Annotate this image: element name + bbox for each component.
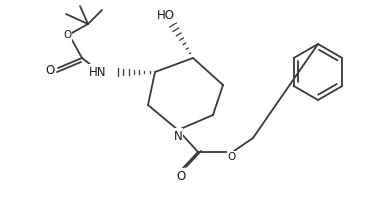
Text: O: O [176, 169, 186, 183]
Text: O: O [45, 64, 55, 77]
Text: HO: HO [157, 9, 175, 22]
Text: N: N [174, 130, 183, 143]
Text: O: O [63, 30, 71, 40]
Text: HN: HN [89, 66, 106, 79]
Text: O: O [228, 152, 236, 162]
